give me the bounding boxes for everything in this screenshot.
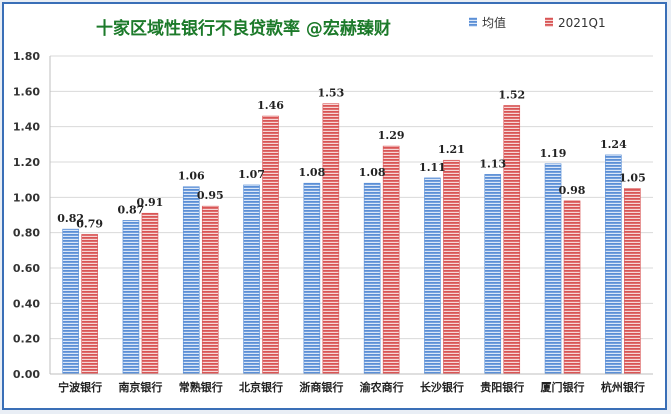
data-label: 1.52	[498, 88, 525, 101]
data-label: 1.11	[419, 161, 446, 174]
bars	[62, 103, 641, 375]
data-label: 1.06	[178, 170, 205, 183]
data-label: 1.46	[257, 99, 284, 112]
data-label: 0.82	[57, 212, 84, 225]
data-label: 0.87	[118, 203, 145, 216]
x-tick-label: 北京银行	[239, 380, 283, 394]
bar-mean	[484, 174, 502, 375]
bar-mean	[122, 220, 140, 375]
y-tick-label: 1.40	[13, 121, 40, 134]
y-tick-label: 0.20	[13, 333, 40, 346]
bar-2021q1	[141, 212, 159, 375]
y-tick-label: 0.40	[13, 297, 40, 310]
legend-label-mean: 均值	[482, 15, 506, 30]
x-tick-label: 常熟银行	[179, 380, 223, 394]
bar-2021q1	[262, 115, 279, 375]
data-label: 0.79	[76, 217, 103, 230]
bar-mean	[62, 228, 79, 375]
x-tick-label: 长沙银行	[420, 380, 464, 394]
bar-mean	[424, 177, 441, 375]
y-tick-label: 1.80	[13, 50, 40, 63]
data-label: 0.95	[197, 189, 224, 202]
bar-2021q1	[322, 103, 340, 375]
bar-mean	[182, 186, 200, 375]
bar-mean	[243, 184, 260, 375]
legend-swatch-mean	[469, 17, 477, 27]
x-tick-label: 浙商银行	[299, 380, 343, 394]
bar-2021q1	[382, 145, 400, 375]
data-label: 1.29	[378, 129, 405, 142]
data-label: 0.91	[137, 196, 164, 209]
bar-mean	[363, 182, 381, 375]
x-tick-label: 南京银行	[118, 380, 162, 394]
bar-2021q1	[563, 200, 581, 375]
data-label: 1.08	[359, 166, 386, 179]
x-tick-label: 杭州银行	[601, 380, 645, 394]
x-axis: 宁波银行 南京银行 常熟银行 北京银行 浙商银行 渝农商行 长沙银行 贵阳银行 厦门银行 杭州银行	[50, 373, 653, 394]
bar-2021q1	[503, 105, 521, 375]
x-tick-label: 厦门银行	[541, 380, 585, 394]
y-tick-label: 0.80	[13, 227, 40, 240]
data-label: 1.53	[317, 87, 344, 100]
data-label: 1.07	[238, 168, 265, 181]
data-label: 1.08	[298, 166, 325, 179]
bar-2021q1	[81, 234, 98, 375]
y-tick-label: 0.00	[13, 368, 40, 381]
x-tick-label: 宁波银行	[58, 380, 102, 394]
y-axis: 0.00 0.20 0.40 0.60 0.80 1.00 1.20 1.40 1.60 1.80	[13, 50, 51, 381]
y-tick-label: 1.60	[13, 85, 40, 98]
data-label: 0.98	[559, 184, 586, 197]
bar-mean	[303, 182, 321, 375]
y-tick-label: 0.60	[13, 262, 40, 275]
bar-2021q1	[443, 159, 460, 375]
data-labels: 0.820.79 0.870.91 1.06 0.95 1.07 1.46 1.08 1.53…	[57, 87, 645, 231]
bar-mean	[605, 154, 622, 375]
data-label: 1.21	[438, 143, 465, 156]
chart-title: 十家区域性银行不良贷款率 @宏赫臻财	[96, 18, 391, 39]
bar-2021q1	[201, 205, 219, 375]
legend: 均值 2021Q1	[469, 15, 606, 30]
legend-swatch-2021q1	[545, 17, 553, 27]
y-tick-label: 1.00	[13, 191, 40, 204]
x-tick-label: 贵阳银行	[480, 380, 524, 394]
data-label: 1.05	[619, 172, 646, 185]
data-label: 1.24	[600, 138, 627, 151]
legend-label-2021q1: 2021Q1	[558, 16, 606, 30]
x-tick-label: 渝农商行	[360, 380, 404, 394]
data-label: 1.13	[479, 157, 506, 170]
y-tick-label: 1.20	[13, 156, 40, 169]
data-label: 1.19	[540, 147, 567, 160]
bar-2021q1	[624, 188, 641, 375]
